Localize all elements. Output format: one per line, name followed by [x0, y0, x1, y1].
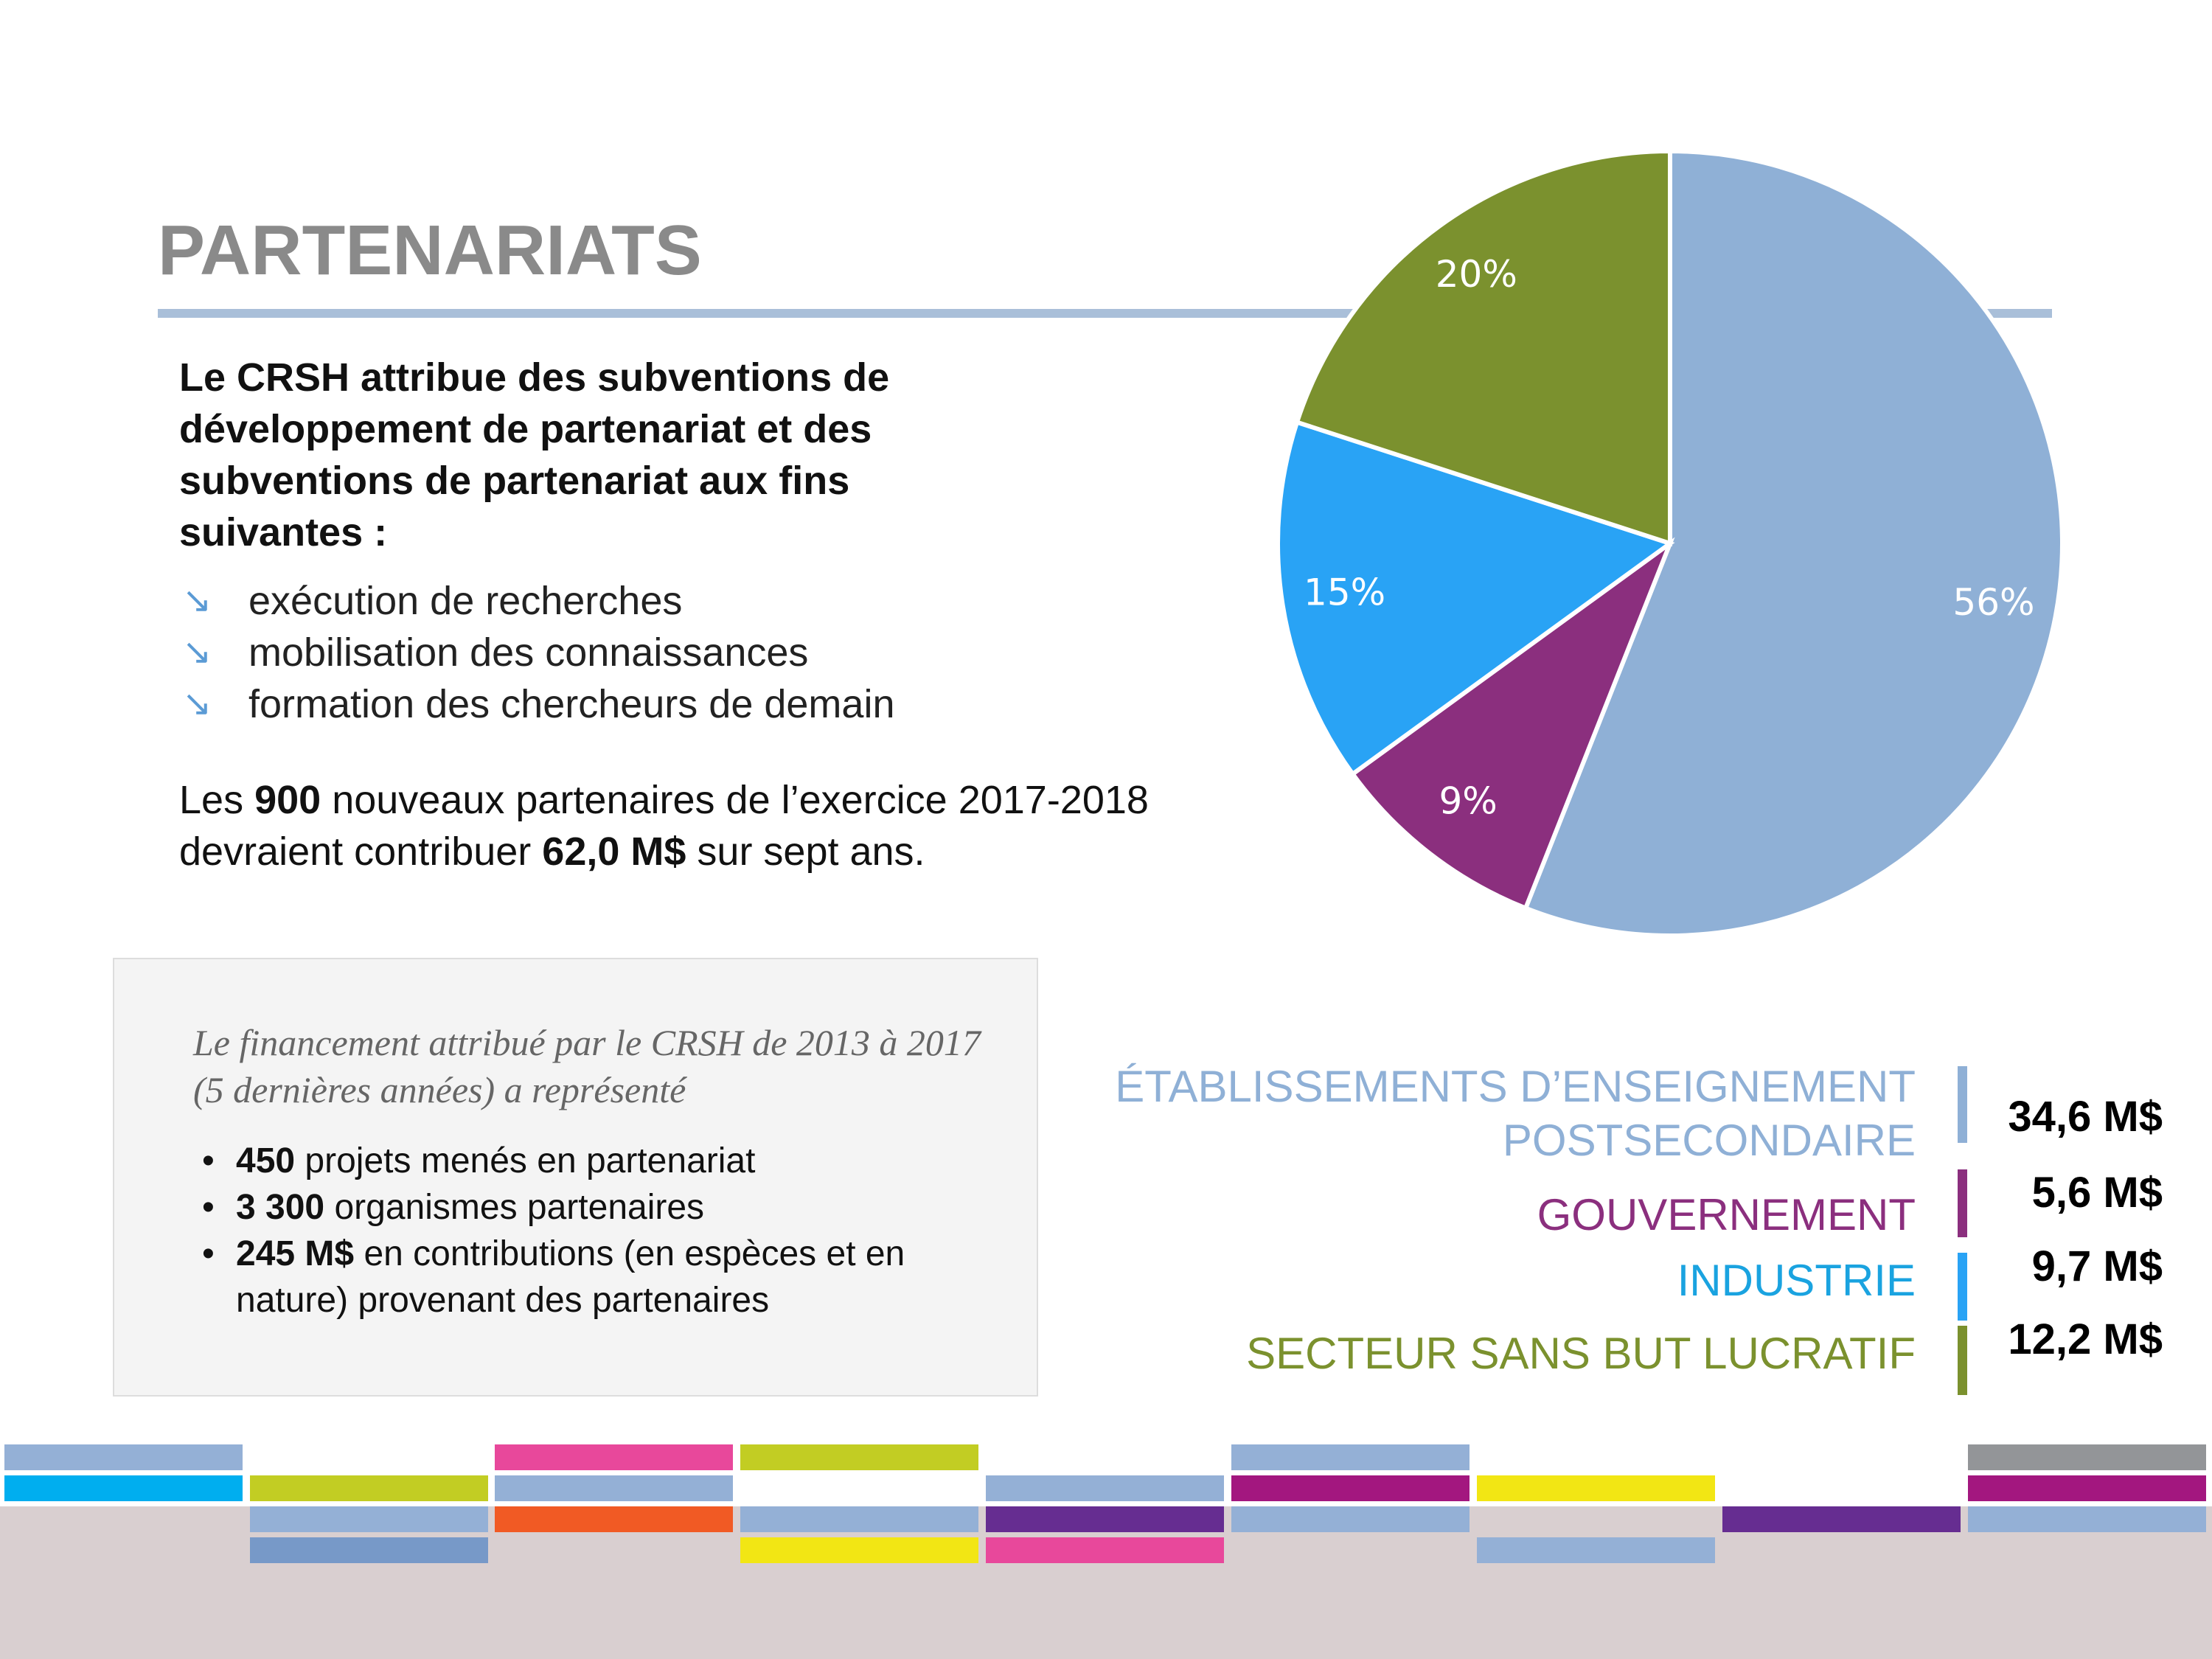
deco-bar	[1722, 1506, 1961, 1532]
legend-amount: 9,7 M$	[2031, 1242, 2163, 1290]
box-item: 3 300 organismes partenaires	[202, 1184, 976, 1231]
slice-label: 9%	[1439, 780, 1497, 823]
legend-label: INDUSTRIE	[1677, 1256, 1916, 1305]
pie-slice	[1276, 419, 1675, 777]
legend-swatch	[1958, 1326, 1967, 1395]
text: sur sept ans.	[686, 830, 925, 874]
legend-label: SECTEUR SANS BUT LUCRATIF	[1246, 1329, 1916, 1378]
deco-bar	[986, 1537, 1225, 1563]
deco-bar	[740, 1444, 979, 1470]
deco-bar	[1476, 1537, 1715, 1563]
text: 900	[254, 778, 321, 822]
deco-bar	[1967, 1475, 2206, 1501]
deco-bar	[249, 1537, 488, 1563]
text: 245 M$	[236, 1234, 355, 1273]
legend-swatch	[1958, 1253, 1967, 1321]
text: nouveaux partenaires de l’exercice 2017-…	[179, 778, 1149, 874]
text: Les	[179, 778, 255, 822]
deco-bar	[1476, 1475, 1715, 1501]
legend-amount: 34,6 M$	[2008, 1093, 2163, 1141]
partners-note: Les 900 nouveaux partenaires de l’exerci…	[179, 774, 1152, 877]
deco-bar	[4, 1475, 243, 1501]
purpose: mobilisation des connaissances	[179, 627, 894, 678]
pie-slice	[1349, 537, 1675, 911]
legend-swatch	[1958, 1066, 1967, 1143]
deco-bar	[986, 1475, 1225, 1501]
title: PARTENARIATS	[158, 211, 702, 290]
box-item: 450 projets menés en partenariat	[202, 1138, 976, 1184]
slice-label: 20%	[1436, 253, 1517, 296]
text: 3 300	[236, 1188, 325, 1227]
deco-bar	[1231, 1506, 1470, 1532]
deco-bar	[1231, 1444, 1470, 1470]
deco-bar	[4, 1444, 243, 1470]
intro: Le CRSH attribue des subventions de déve…	[179, 355, 890, 554]
deco-bar	[740, 1537, 979, 1563]
deco-bar	[495, 1475, 734, 1501]
deco-bar	[740, 1506, 979, 1532]
box-heading: Le financement attribué par le CRSH de 2…	[193, 1022, 981, 1110]
deco-bar	[1231, 1475, 1470, 1501]
text: en contributions (en espèces et en natur…	[236, 1234, 905, 1320]
pie-slice	[1294, 148, 1672, 547]
deco-bar	[249, 1506, 488, 1532]
purpose: formation des chercheurs de demain	[179, 678, 894, 730]
deco-bar	[1967, 1444, 2206, 1470]
deco-bar	[495, 1444, 734, 1470]
text: organismes partenaires	[324, 1188, 705, 1227]
slice-label: 56%	[1952, 581, 2034, 624]
purpose-list: exécution de recherches mobilisation des…	[179, 575, 894, 730]
deco-bar	[495, 1506, 734, 1532]
deco-bar	[249, 1475, 488, 1501]
slice-label: 15%	[1304, 571, 1385, 613]
legend-swatch	[1958, 1169, 1967, 1237]
deco-bar	[986, 1506, 1225, 1532]
box-list: 450 projets menés en partenariat 3 300 o…	[202, 1138, 976, 1324]
deco-bar	[1967, 1506, 2206, 1532]
legend-label: GOUVERNEMENT	[1537, 1190, 1916, 1239]
pie-slice	[1523, 148, 2065, 938]
text: 450	[236, 1141, 296, 1180]
legend-label: ÉTABLISSEMENTS D’ENSEIGNEMENT POSTSECOND…	[1115, 1062, 1916, 1165]
box-item: 245 M$ en contributions (en espèces et e…	[202, 1231, 976, 1324]
purpose: exécution de recherches	[179, 575, 894, 627]
text: 62,0 M$	[542, 830, 686, 874]
legend-amount: 5,6 M$	[2031, 1169, 2163, 1217]
text: projets menés en partenariat	[295, 1141, 756, 1180]
legend-amount: 12,2 M$	[2008, 1315, 2163, 1363]
